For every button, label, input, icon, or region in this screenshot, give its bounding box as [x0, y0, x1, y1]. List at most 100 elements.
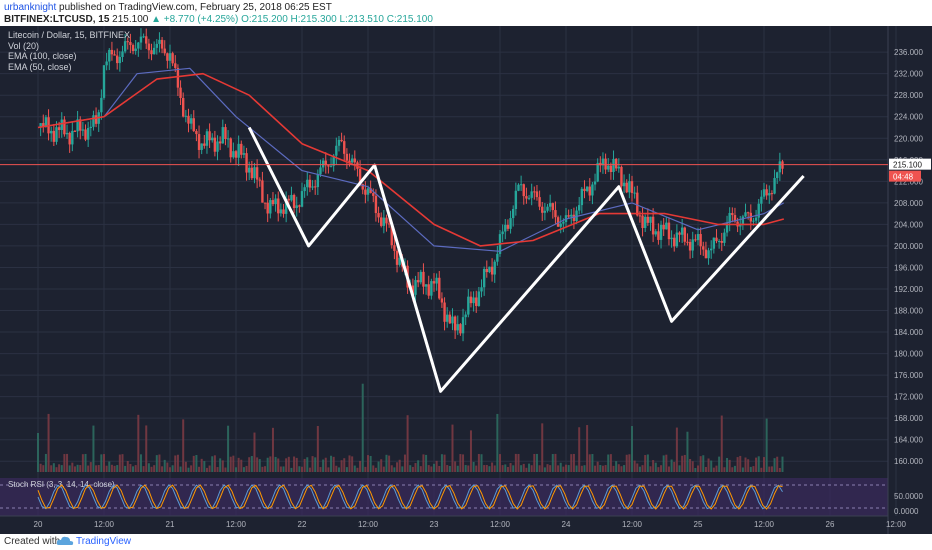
candle-body: [630, 181, 634, 193]
candle-body: [121, 51, 124, 57]
volume-bar: [731, 467, 734, 472]
candle-body: [519, 184, 523, 186]
volume-bar: [73, 466, 76, 472]
volume-bar: [504, 464, 507, 472]
volume-bar: [240, 459, 243, 472]
volume-bar: [132, 466, 135, 472]
volume-bar: [464, 465, 467, 472]
volume-bar: [337, 467, 340, 472]
volume-bar: [401, 466, 404, 472]
volume-bar: [261, 466, 264, 472]
candle-body: [216, 141, 219, 152]
x-tick-label: 12:00: [358, 520, 379, 529]
volume-bar: [491, 462, 494, 472]
candle-body: [680, 227, 684, 235]
candle-body: [752, 220, 755, 222]
candle-body: [778, 161, 782, 173]
volume-bar: [662, 455, 665, 472]
volume-bar: [208, 465, 211, 472]
candle-body: [335, 145, 338, 156]
candle-body: [773, 178, 776, 194]
candle-body: [620, 166, 623, 187]
volume-bar: [475, 465, 478, 472]
volume-bar: [483, 465, 486, 472]
candle-body: [543, 210, 547, 213]
volume-bar: [728, 459, 731, 472]
candle-body: [224, 127, 227, 140]
volume-bar: [264, 466, 267, 472]
candle-body: [443, 302, 446, 322]
volume-bar: [374, 467, 377, 472]
candle-body: [263, 202, 267, 204]
volume-bar: [554, 453, 557, 472]
candle-body: [168, 53, 172, 61]
candle-body: [81, 129, 85, 131]
candle-body: [348, 160, 351, 163]
volume-bar: [509, 463, 512, 472]
volume-bar: [235, 467, 237, 472]
chart-area[interactable]: Stoch RSI (3, 3, 14, 14, close) 50.0000 0.…: [0, 26, 932, 534]
candle-body: [369, 188, 372, 194]
candle-body: [131, 45, 135, 51]
price-change: ▲ +8.770 (+4.25%): [151, 14, 239, 25]
volume-bar: [364, 466, 367, 472]
volume-bar: [456, 465, 459, 472]
volume-bar: [145, 425, 148, 472]
candle-body: [688, 242, 692, 251]
volume-bar: [92, 425, 95, 472]
candle-body: [250, 167, 254, 179]
candle-body: [364, 189, 367, 195]
volume-bar: [411, 466, 414, 472]
volume-bar: [438, 465, 441, 472]
candle-body: [646, 216, 650, 223]
candle-body: [279, 209, 283, 214]
tradingview-cloud-icon: [56, 535, 74, 550]
candle-body: [290, 194, 293, 201]
volume-bar: [741, 467, 744, 472]
candle-body: [414, 280, 417, 295]
candle-body: [182, 98, 185, 117]
candle-body: [424, 284, 428, 287]
volume-bar: [250, 456, 253, 472]
candle-body: [662, 224, 665, 230]
volume-bar: [237, 457, 240, 472]
candle-body: [604, 158, 607, 170]
volume-bar: [414, 463, 417, 472]
volume-bar: [213, 455, 216, 472]
candle-body: [266, 202, 269, 214]
chart-legend: Litecoin / Dollar, 15, BITFINEX Vol (20)…: [8, 30, 130, 72]
candle-body: [192, 118, 195, 132]
candle-body: [358, 168, 362, 185]
volume-bar: [121, 454, 124, 472]
author-link[interactable]: urbanknight: [4, 2, 57, 13]
volume-bar: [567, 465, 570, 472]
volume-bar: [324, 457, 327, 472]
volume-bar: [506, 466, 509, 472]
x-tick-label: 12:00: [754, 520, 775, 529]
candle-body: [39, 123, 42, 128]
candle-body: [527, 197, 531, 199]
candle-body: [340, 139, 343, 142]
candle-body: [496, 253, 499, 262]
volume-bar: [110, 464, 113, 472]
candle-body: [512, 208, 515, 219]
created-with-text: Created with: [4, 536, 61, 547]
volume-bar: [179, 466, 182, 472]
countdown-tag-text: 04:48: [893, 173, 914, 182]
candle-body: [284, 198, 288, 214]
volume-bar: [543, 467, 546, 472]
x-tick-label: 24: [562, 520, 571, 529]
candle-body: [757, 203, 760, 218]
volume-bar: [113, 465, 116, 472]
volume-bar: [274, 456, 277, 472]
candle-body: [113, 54, 116, 56]
tradingview-brand[interactable]: TradingView: [76, 536, 132, 547]
candle-body: [380, 217, 383, 226]
volume-bar: [485, 464, 488, 472]
volume-bar: [683, 454, 686, 472]
candle-body: [118, 56, 122, 64]
volume-bar: [176, 454, 179, 472]
candle-body: [139, 36, 143, 43]
candle-body: [485, 269, 488, 273]
price-chart[interactable]: Stoch RSI (3, 3, 14, 14, close) 50.0000 0.…: [0, 26, 932, 534]
